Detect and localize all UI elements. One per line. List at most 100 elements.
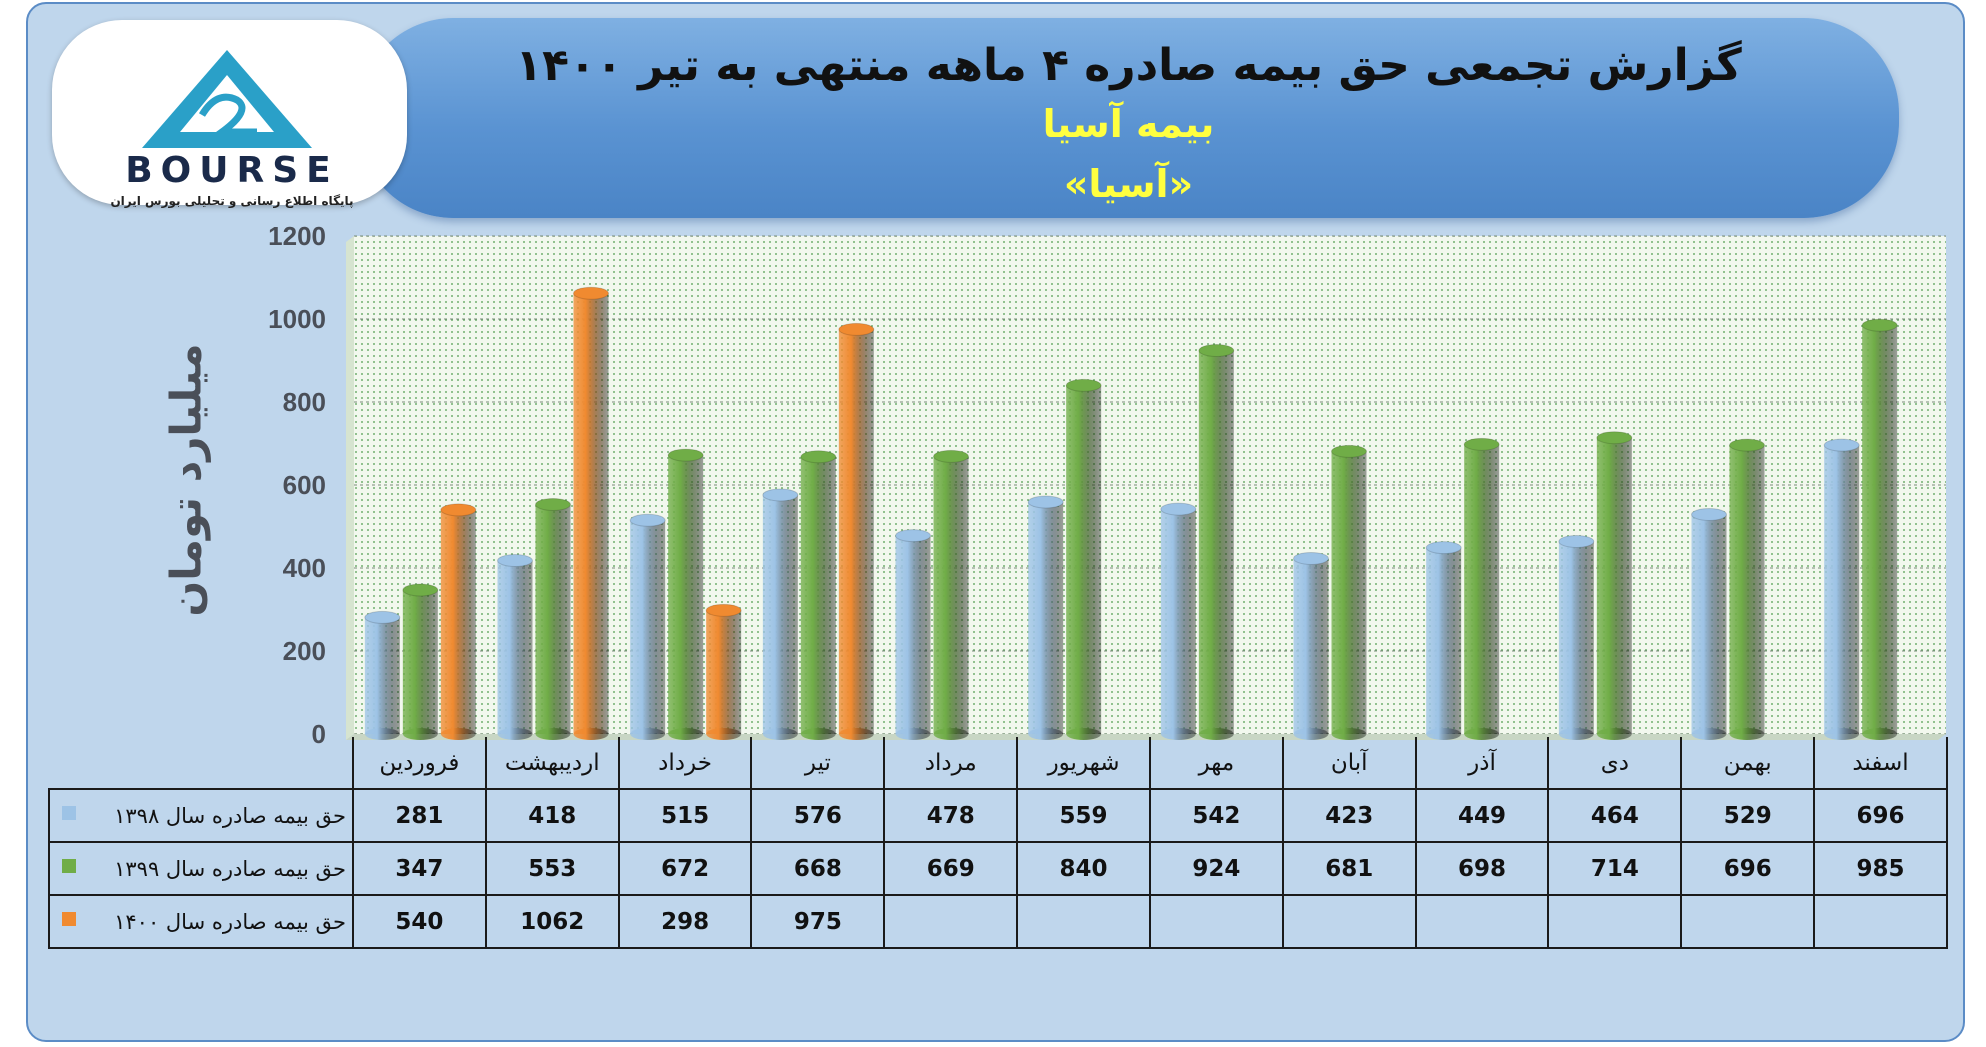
bar	[1464, 444, 1500, 734]
legend-swatch-icon	[62, 806, 76, 820]
bar-top	[667, 448, 704, 462]
bar	[1558, 541, 1594, 734]
bar	[1596, 437, 1632, 734]
bar	[1691, 514, 1727, 734]
table-row: حق بیمه صادره سال ۱۳۹۸ 281 418 515 576 478 559…	[48, 788, 1948, 843]
data-label: 985	[1813, 841, 1948, 896]
data-label: 553	[484, 841, 620, 896]
bar-top	[705, 603, 742, 617]
y-tick-label: 1200	[268, 221, 326, 251]
data-label: 449	[1414, 788, 1550, 843]
bar-top	[1729, 438, 1765, 452]
legend-label: حق بیمه صادره سال ۱۴۰۰	[114, 909, 346, 934]
bar-top	[1861, 318, 1898, 332]
data-label: 515	[617, 788, 753, 843]
bar	[630, 520, 666, 734]
data-label: 696	[1813, 788, 1948, 843]
y-tick-label: 0	[312, 719, 326, 749]
data-label: 529	[1680, 788, 1816, 843]
bar-top	[402, 583, 439, 597]
x-tick-label: شهریور	[1016, 737, 1151, 790]
y-tick-label: 800	[283, 387, 326, 417]
data-label: 1062	[484, 894, 620, 949]
legend-entry: حق بیمه صادره سال ۱۴۰۰	[48, 894, 354, 949]
bar	[668, 455, 704, 734]
table-row: حق بیمه صادره سال ۱۳۹۹ 347 553 672 668 669 840…	[48, 841, 1948, 896]
chart-title: گزارش تجمعی حق بیمه صادره ۴ ماهه منتهی ب…	[515, 40, 1742, 91]
data-label: 714	[1547, 841, 1683, 896]
data-label: 347	[352, 841, 487, 896]
bar	[364, 617, 400, 734]
bar	[1331, 451, 1367, 734]
x-tick-label: اسفند	[1813, 737, 1948, 790]
x-tick-label: بهمن	[1680, 737, 1816, 790]
x-tick-label: خرداد	[617, 737, 753, 790]
bar-top	[1027, 495, 1064, 509]
bar-top	[838, 322, 875, 336]
y-tick-label: 400	[283, 553, 326, 583]
bar	[1293, 558, 1329, 734]
x-tick-label: آبان	[1281, 737, 1417, 790]
bar-top	[497, 554, 533, 568]
data-label	[1680, 894, 1816, 949]
bar-top	[895, 529, 931, 543]
bar-top	[535, 498, 571, 512]
bar-top	[1293, 551, 1329, 565]
logo-subtitle: پایگاه اطلاع رسانی و تحلیلی بورس ایران	[110, 194, 354, 208]
table-header-row: فروردین اردیبهشت خرداد تیر مرداد شهریور مهر آبا…	[49, 737, 1948, 790]
bar-top	[762, 488, 799, 502]
data-label: 418	[484, 788, 620, 843]
bar	[762, 494, 798, 734]
data-label	[1414, 894, 1550, 949]
bar	[535, 504, 571, 734]
y-tick-label: 200	[283, 636, 326, 666]
data-label: 840	[1016, 841, 1151, 896]
legend-swatch-icon	[62, 912, 76, 926]
y-tick-label: 600	[283, 470, 326, 500]
bar	[573, 293, 609, 734]
bar-top	[573, 286, 609, 300]
bar	[800, 456, 836, 734]
bar	[1862, 325, 1898, 734]
data-label: 975	[750, 894, 886, 949]
bar-top	[440, 503, 477, 517]
data-label	[1813, 894, 1948, 949]
data-label	[1148, 894, 1284, 949]
data-label	[883, 894, 1019, 949]
data-label: 559	[1016, 788, 1151, 843]
data-label	[1547, 894, 1683, 949]
data-label: 423	[1281, 788, 1417, 843]
y-axis-label: میلیارد تومان	[161, 343, 211, 617]
data-label: 281	[352, 788, 487, 843]
data-label: 576	[750, 788, 886, 843]
bar	[895, 535, 931, 734]
bar-top	[800, 450, 837, 464]
company-symbol: «آسیا»	[1063, 162, 1194, 206]
data-label	[1281, 894, 1417, 949]
bar	[1824, 445, 1860, 734]
data-label: 696	[1680, 841, 1816, 896]
bar-top	[1691, 507, 1727, 521]
data-label: 478	[883, 788, 1019, 843]
table-corner	[49, 737, 353, 789]
x-tick-label: اردیبهشت	[484, 737, 620, 790]
bar	[1066, 385, 1102, 734]
data-label: 924	[1148, 841, 1284, 896]
plot-side-wall	[346, 236, 354, 740]
data-label: 668	[750, 841, 886, 896]
data-label: 681	[1281, 841, 1417, 896]
company-name: بیمه آسیا	[1042, 102, 1215, 146]
bar-top	[1463, 437, 1500, 451]
bar-top	[1558, 534, 1595, 548]
legend-entry: حق بیمه صادره سال ۱۳۹۸	[48, 788, 354, 843]
bar-top	[364, 610, 401, 624]
data-label: 698	[1414, 841, 1550, 896]
bar-top	[1596, 431, 1633, 445]
x-tick-label: مرداد	[883, 737, 1019, 790]
data-label: 464	[1547, 788, 1683, 843]
data-table: فروردین اردیبهشت خرداد تیر مرداد شهریور مهر آبا…	[48, 737, 1948, 949]
bar	[1426, 547, 1462, 734]
bar	[1729, 445, 1765, 734]
bar	[402, 589, 438, 734]
